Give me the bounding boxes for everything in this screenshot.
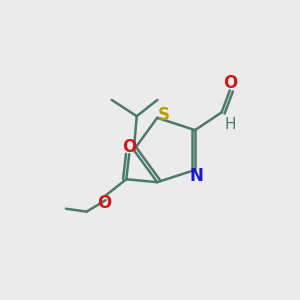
Text: O: O	[223, 74, 237, 92]
Text: O: O	[122, 138, 136, 156]
Text: O: O	[97, 194, 111, 212]
Text: H: H	[224, 117, 236, 132]
Text: S: S	[158, 106, 170, 124]
Text: N: N	[189, 167, 203, 185]
